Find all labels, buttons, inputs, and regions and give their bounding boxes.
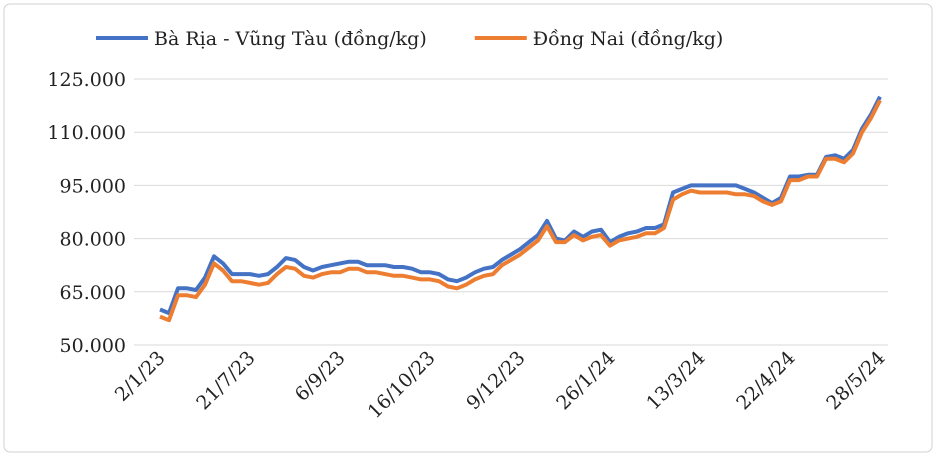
legend-label: Đồng Nai (đồng/kg) <box>533 28 724 50</box>
series-line <box>159 99 882 323</box>
y-tick-label: 95.000 <box>60 175 126 197</box>
legend: Bà Rịa - Vũng Tàu (đồng/kg) Đồng Nai (đồn… <box>96 28 723 50</box>
y-tick-label: 80.000 <box>60 229 126 251</box>
y-tick-label: 50.000 <box>60 335 126 357</box>
y-tick-label: 110.000 <box>47 122 126 144</box>
y-tick-label: 65.000 <box>60 282 126 304</box>
y-tick-label: 125.000 <box>47 69 126 91</box>
series-line <box>159 95 882 316</box>
chart-frame <box>3 3 933 453</box>
legend-label: Bà Rịa - Vũng Tàu (đồng/kg) <box>154 28 427 50</box>
